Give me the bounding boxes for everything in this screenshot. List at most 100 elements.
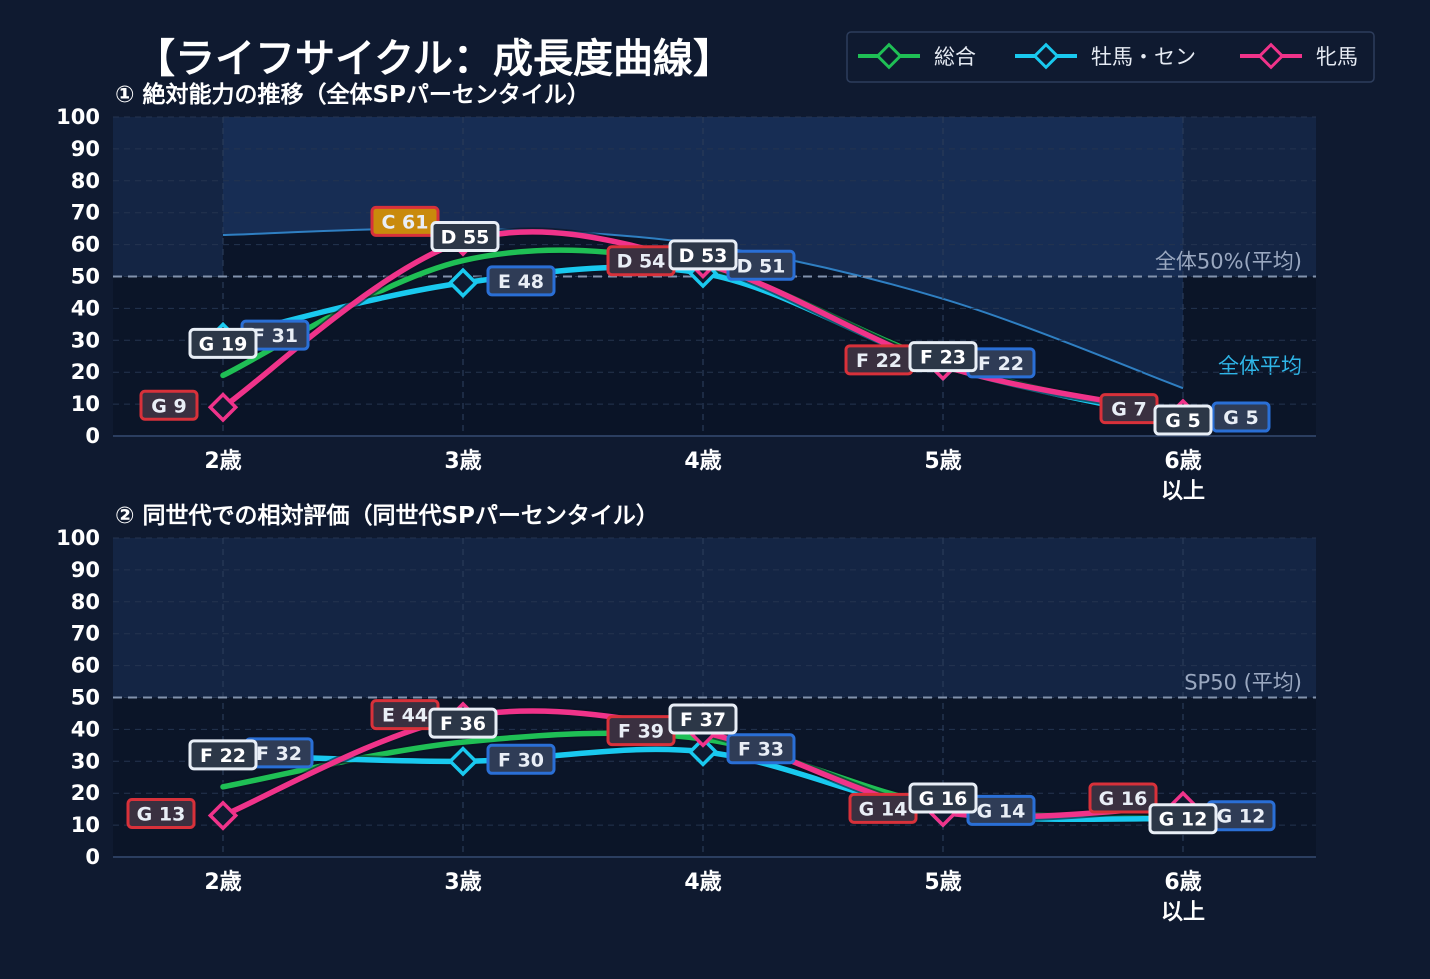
x-tick-label: 5歳 [924,449,961,474]
data-label-box [1148,803,1218,835]
data-label: G 13 [126,798,196,830]
data-label-text: F 33 [738,739,784,761]
data-label-box [486,265,556,297]
y-tick-label: 70 [71,201,100,225]
x-tick-label: 4歳 [684,449,721,474]
legend-marker-1 [1032,42,1060,70]
y-tick-label: 80 [71,590,100,614]
plot-band-upper [113,538,1316,698]
data-label-text: G 5 [1223,407,1258,429]
data-label-text: F 22 [200,745,246,767]
data-label-box [908,782,978,814]
data-label: F 33 [726,733,796,765]
data-point-marker [447,267,479,299]
legend-label-2: 牝馬 [1316,45,1358,69]
y-tick-label: 100 [56,105,100,129]
data-label: G 16 [908,782,978,814]
data-label: F 31 [240,319,310,351]
chart-subtitle: ① 絶対能力の推移（全体SPパーセンタイル） [115,81,590,108]
data-label-text: G 7 [1111,399,1146,421]
data-label-box [1153,404,1213,436]
x-tick-label: 5歳 [924,870,961,895]
data-label-box [1088,782,1158,814]
y-tick-label: 50 [71,265,100,289]
data-label: F 39 [606,715,676,747]
data-label-text: F 39 [618,721,664,743]
average-curve-label: 全体平均 [1218,354,1302,378]
data-label: F 37 [668,703,738,735]
legend-label-0: 総合 [934,45,976,69]
data-label: G 14 [848,792,918,824]
legend-marker-2 [1257,42,1285,70]
data-label: G 5 [1153,404,1213,436]
data-label-text: D 54 [617,251,666,273]
y-tick-label: 90 [71,137,100,161]
data-label: C 61 [370,205,440,237]
figure-title: 【ライフサイクル：成長度曲線】 [135,36,733,82]
data-point-marker [207,800,239,831]
data-label: G 14 [966,794,1036,826]
y-tick-label: 0 [85,424,100,448]
x-tick-label: 2歳 [204,870,241,895]
y-tick-label: 10 [71,392,100,416]
data-label-text: G 5 [1165,410,1200,432]
data-label-text: F 22 [978,353,1024,375]
data-label-text: F 31 [252,325,298,347]
data-label-box [726,733,796,765]
y-tick-label: 40 [71,296,100,320]
x-tick-label: 以上 [1161,479,1205,504]
y-tick-label: 50 [71,686,100,710]
data-label: D 51 [726,249,796,281]
data-label-box [668,703,738,735]
data-label-text: F 36 [440,713,486,735]
data-label: D 55 [430,221,500,253]
data-label-text: C 61 [382,211,429,233]
y-tick-label: 60 [71,654,100,678]
chart-absolute: ① 絶対能力の推移（全体SPパーセンタイル） 全体平均 0 10 20 30 40 50 60 7… [56,81,1316,504]
data-label-text: F 22 [856,350,902,372]
data-label-text: E 48 [498,271,544,293]
y-tick-label: 90 [71,558,100,582]
data-label-text: G 12 [1217,806,1266,828]
x-tick-label: 6歳 [1164,449,1201,474]
data-label-box [188,739,258,771]
y-tick-label: 40 [71,717,100,741]
data-label-box [126,798,196,830]
y-tick-label: 60 [71,233,100,257]
data-label-box [668,239,738,271]
data-label: G 7 [1099,393,1159,425]
data-label: G 12 [1206,800,1276,832]
x-tick-label: 6歳 [1164,870,1201,895]
data-label: G 5 [1211,401,1271,433]
data-label-text: F 30 [498,749,544,771]
data-label-text: G 9 [151,395,186,417]
legend-marker-0 [875,42,903,70]
data-label-text: G 19 [199,333,248,355]
reference-line-label: SP50 (平均) [1184,671,1302,695]
data-label-text: G 16 [919,788,968,810]
data-label-text: D 55 [441,227,490,249]
data-label: G 9 [139,389,199,421]
data-label-text: D 51 [737,255,786,277]
y-tick-label: 20 [71,360,100,384]
data-label-text: G 12 [1159,809,1208,831]
data-label: F 30 [486,743,556,775]
x-tick-label: 3歳 [444,449,481,474]
data-label-box [486,743,556,775]
data-label: F 23 [908,341,978,373]
data-point-marker [207,392,239,423]
data-label-text: G 13 [137,804,186,826]
x-tick-label: 3歳 [444,870,481,895]
legend: 総合 牡馬・セン 牝馬 [846,31,1375,83]
data-label-box [1211,401,1271,433]
legend-label-1: 牡馬・セン [1091,45,1196,69]
y-tick-label: 10 [71,813,100,837]
data-label: F 22 [966,347,1036,379]
data-label-text: D 53 [679,245,728,267]
data-label: D 54 [606,245,676,277]
data-label-box [428,707,498,739]
data-label: D 53 [668,239,738,271]
x-tick-label: 以上 [1161,900,1205,925]
data-label: F 22 [844,344,914,376]
